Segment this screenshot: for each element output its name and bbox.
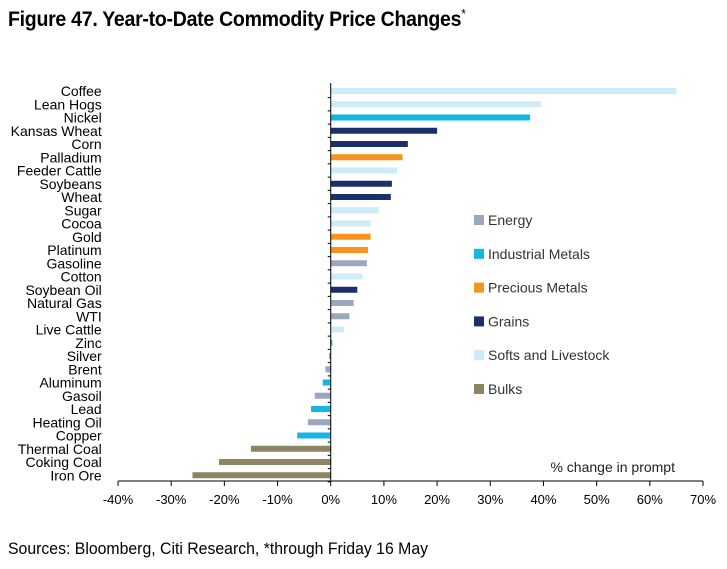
bar-natural-gas [330, 300, 354, 306]
bar-wti [330, 313, 350, 320]
x-tick-label: -10% [262, 492, 293, 507]
category-label-corn: Corn [71, 136, 101, 152]
category-label-iron-ore: Iron Ore [50, 467, 102, 483]
legend: Energy Industrial Metals Precious Metals Gr… [474, 212, 610, 397]
x-tick-label: 50% [584, 492, 610, 507]
category-label-zinc: Zinc [75, 335, 101, 351]
legend-label-precious-metals: Precious Metals [488, 280, 588, 296]
legend-label-grains: Grains [488, 313, 529, 329]
category-label-cotton: Cotton [60, 269, 101, 285]
legend-label-energy: Energy [488, 212, 532, 228]
category-label-soybean-oil: Soybean Oil [25, 282, 101, 298]
x-tick-label: 30% [477, 492, 503, 507]
category-label-gold: Gold [72, 229, 102, 245]
bar-gold [330, 233, 371, 240]
bar-soybean-oil [330, 286, 358, 293]
x-tick-label: 60% [637, 492, 663, 507]
bars-layer [192, 88, 677, 483]
category-label-wheat: Wheat [61, 189, 102, 205]
category-label-coking-coal: Coking Coal [25, 454, 101, 470]
legend-swatch-grains [474, 316, 484, 327]
bar-silver [329, 353, 331, 359]
chart-title: Figure 47. Year-to-Date Commodity Price … [8, 6, 466, 32]
category-label-feeder-cattle: Feeder Cattle [17, 163, 102, 179]
bar-brent [325, 366, 331, 373]
category-label-kansas-wheat: Kansas Wheat [11, 123, 102, 139]
bar-gasoline [330, 260, 367, 267]
bar-coffee [330, 88, 677, 94]
bar-live-cattle [330, 326, 345, 333]
bar-wheat [330, 194, 391, 200]
bar-iron-ore [192, 472, 331, 479]
category-label-aluminum: Aluminum [39, 375, 101, 391]
category-label-gasoil: Gasoil [62, 388, 102, 404]
x-tick-label: -30% [156, 492, 187, 507]
x-tick-label: 10% [371, 492, 397, 507]
category-label-thermal-coal: Thermal Coal [18, 441, 102, 457]
bar-nickel [330, 114, 531, 121]
legend-swatch-bulks [474, 384, 484, 394]
x-tick-label: 0% [321, 492, 340, 507]
title-footnote-mark: * [461, 6, 466, 21]
x-axis-ticks: -40% -30% -20% -10% 0% 10% 20% 30% 40% 50% 60% 70% [103, 481, 716, 507]
category-label-nickel: Nickel [64, 110, 102, 126]
category-label-palladium: Palladium [40, 149, 101, 165]
bar-coking-coal [219, 459, 331, 465]
legend-label-bulks: Bulks [488, 381, 522, 397]
category-label-copper: Copper [56, 428, 102, 444]
bar-palladium [330, 154, 403, 161]
category-label-platinum: Platinum [47, 242, 101, 258]
category-label-natural-gas: Natural Gas [27, 295, 102, 311]
bar-kansas-wheat [330, 127, 438, 134]
x-tick-label: 40% [530, 492, 556, 507]
bar-cocoa [330, 220, 371, 227]
legend-label-industrial-metals: Industrial Metals [488, 246, 590, 262]
source-note: Sources: Bloomberg, Citi Research, *thro… [8, 539, 429, 558]
category-label-heating-oil: Heating Oil [32, 414, 101, 430]
category-label-lead: Lead [71, 401, 102, 417]
legend-swatch-softs-and-livestock [474, 350, 484, 361]
bar-platinum [330, 247, 368, 253]
category-label-silver: Silver [67, 348, 102, 364]
category-label-wti: WTI [76, 308, 102, 324]
bar-sugar [330, 207, 379, 214]
bar-thermal-coal [250, 445, 331, 452]
category-label-sugar: Sugar [64, 202, 102, 218]
bar-heating-oil [307, 419, 331, 426]
category-label-soybeans: Soybeans [39, 176, 101, 192]
bar-lead [311, 406, 331, 412]
legend-label-softs-and-livestock: Softs and Livestock [488, 347, 610, 363]
bar-feeder-cattle [330, 167, 398, 174]
units-annotation: % change in prompt [550, 459, 675, 475]
bar-cotton [330, 273, 363, 280]
x-tick-label: 70% [690, 492, 716, 507]
bar-aluminum [322, 379, 331, 386]
category-label-brent: Brent [68, 361, 102, 377]
legend-swatch-industrial-metals [474, 248, 484, 259]
bar-zinc [330, 339, 333, 346]
category-label-lean-hogs: Lean Hogs [34, 96, 102, 112]
category-label-cocoa: Cocoa [61, 216, 102, 232]
x-tick-label: -40% [103, 492, 134, 507]
bar-gasoil [314, 392, 331, 399]
x-tick-label: -20% [209, 492, 240, 507]
bar-corn [330, 141, 408, 147]
bar-lean-hogs [330, 101, 541, 108]
bar-soybeans [330, 180, 392, 187]
chart-title-text: Figure 47. Year-to-Date Commodity Price … [8, 8, 462, 31]
bar-copper [297, 432, 331, 439]
category-label-gasoline: Gasoline [46, 255, 101, 271]
category-label-live-cattle: Live Cattle [36, 322, 102, 338]
legend-swatch-energy [474, 215, 484, 225]
legend-swatch-precious-metals [474, 282, 484, 293]
category-label-coffee: Coffee [61, 83, 102, 99]
x-tick-label: 20% [424, 492, 450, 507]
